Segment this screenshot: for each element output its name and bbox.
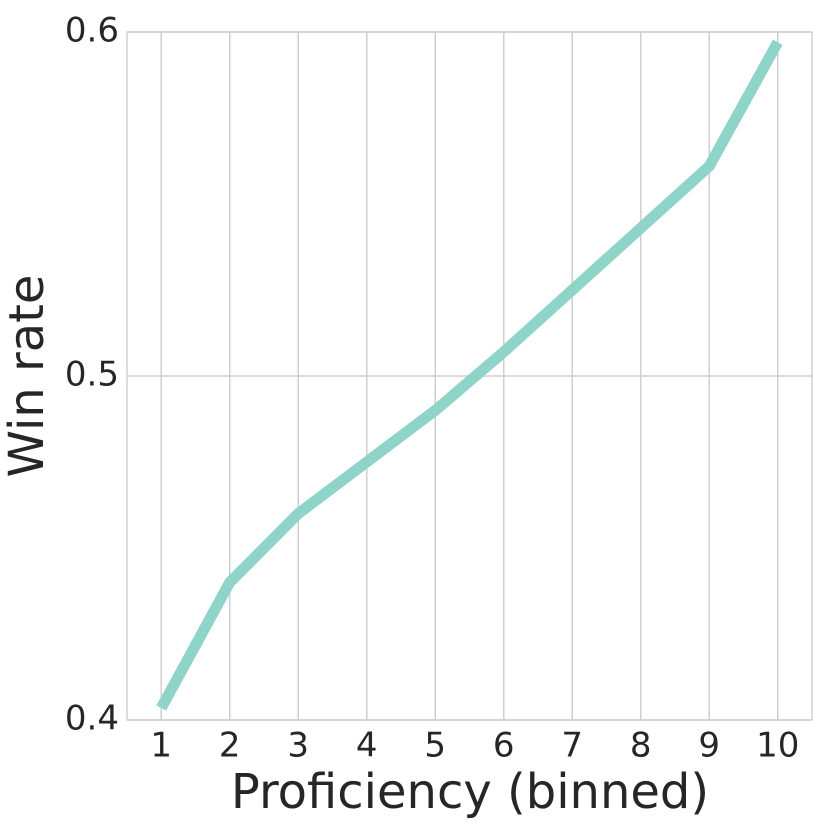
x-tick-label: 8	[630, 726, 652, 766]
y-axis-label: Win rate	[0, 275, 55, 478]
x-tick-label: 5	[424, 726, 446, 766]
x-tick-label: 3	[287, 726, 309, 766]
x-tick-label: 2	[219, 726, 241, 766]
y-tick-label: 0.5	[65, 355, 119, 395]
y-tick-label: 0.6	[65, 11, 119, 51]
x-tick-label: 10	[756, 726, 799, 766]
series-line	[156, 39, 783, 711]
y-tick-label: 0.4	[65, 699, 119, 739]
x-tick-label: 4	[356, 726, 378, 766]
x-tick-label: 6	[493, 726, 515, 766]
x-tick-label: 9	[698, 726, 720, 766]
x-axis-label: Proficiency (binned)	[231, 764, 709, 820]
x-tick-label: 1	[150, 726, 172, 766]
x-tick-label: 7	[561, 726, 583, 766]
